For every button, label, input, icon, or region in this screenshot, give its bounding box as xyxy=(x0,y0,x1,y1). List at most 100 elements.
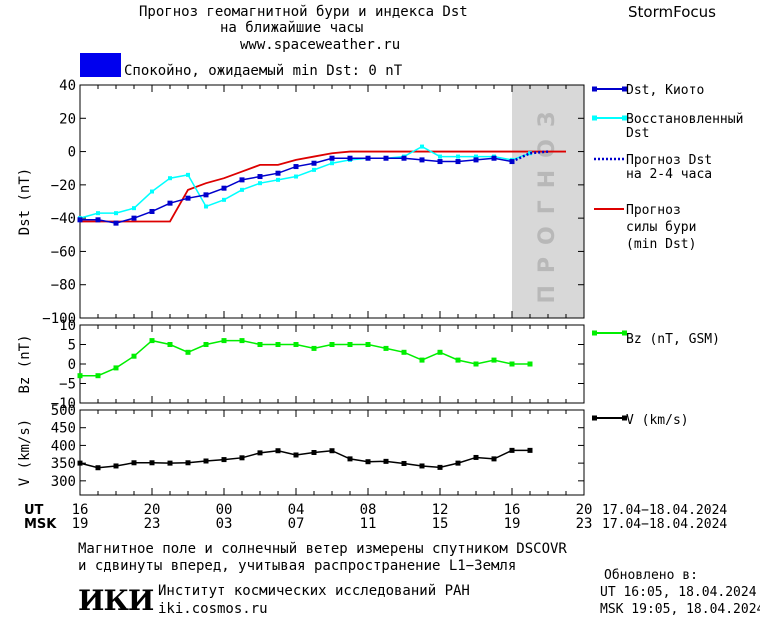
forecast-band-label: ПРОГНОЗ xyxy=(535,99,560,303)
status-indicator xyxy=(80,53,121,77)
bz-point xyxy=(185,349,191,355)
forecast-band xyxy=(512,85,584,318)
dst-kyoto-point xyxy=(473,157,479,163)
dst-kyoto-point xyxy=(149,208,155,214)
footer-note-line2: и сдвинуты вперед, учитывая распростране… xyxy=(78,558,517,574)
iki-logo: ИКИ xyxy=(78,584,154,617)
bz-point xyxy=(509,361,515,367)
dst-tick-label: 40 xyxy=(59,78,76,94)
dst-restored-point xyxy=(132,206,136,211)
dst-tick-label: −20 xyxy=(51,178,76,194)
dst-restored-point xyxy=(528,151,532,156)
dst-restored-point xyxy=(330,161,334,166)
brand-name: StormFocus xyxy=(628,3,716,21)
legend-storm-forecast: (min Dst) xyxy=(626,237,696,252)
dst-kyoto-point xyxy=(257,174,263,180)
institute-name: Институт космических исследований РАН xyxy=(158,583,470,599)
bz-point xyxy=(491,357,497,363)
dst-restored-point xyxy=(312,167,316,172)
chart-title-line1: Прогноз геомагнитной бури и индекса Dst xyxy=(139,4,468,20)
bz-tick-label: −10 xyxy=(51,396,76,412)
v-line xyxy=(79,449,530,469)
msk-tick-label: 03 xyxy=(216,516,233,532)
v-axis-label: V (km/s) xyxy=(17,419,33,486)
v-tick-label: 400 xyxy=(51,438,76,454)
dst-kyoto-point xyxy=(419,157,425,163)
dst-kyoto-point xyxy=(185,195,191,201)
bz-point xyxy=(419,357,425,363)
v-point xyxy=(329,448,335,454)
bz-legend-marker xyxy=(592,330,597,336)
ut-tick-label: 00 xyxy=(216,502,233,518)
dst-kyoto-point xyxy=(347,155,353,161)
bz-point xyxy=(275,342,281,347)
legend-forecast-dst: на 2-4 часа xyxy=(626,167,712,182)
bz-point xyxy=(527,361,533,367)
v-point xyxy=(221,457,227,463)
date-range-msk: 17.04−18.04.2024 xyxy=(602,517,727,532)
dst-restored-point xyxy=(150,189,154,194)
msk-tick-label: 07 xyxy=(288,516,305,532)
v-point xyxy=(491,456,497,462)
dst-kyoto-point xyxy=(455,159,461,165)
dst-axis-label: Dst (nT) xyxy=(17,168,33,235)
dst-panel-frame xyxy=(79,84,585,319)
bz-point xyxy=(455,357,461,363)
dst-kyoto-point xyxy=(383,155,389,161)
date-range-ut: 17.04−18.04.2024 xyxy=(602,503,727,518)
v-tick-label: 300 xyxy=(51,474,76,490)
v-point xyxy=(275,448,281,454)
msk-tick-label: 19 xyxy=(72,516,89,532)
bz-point xyxy=(131,353,137,359)
dst-kyoto-point xyxy=(293,164,299,170)
v-point xyxy=(167,460,173,466)
v-point xyxy=(257,450,263,456)
dst-restored-point xyxy=(276,177,280,182)
dst-restored-point xyxy=(474,154,478,159)
site-url-link[interactable]: www.spaceweather.ru xyxy=(240,37,401,53)
v-point xyxy=(401,460,407,466)
v-point xyxy=(149,460,155,466)
v-point xyxy=(419,463,425,469)
dst-restored-point xyxy=(96,211,100,216)
dst-kyoto-point xyxy=(491,155,497,161)
bz-point xyxy=(293,342,299,347)
bz-tick-label: −5 xyxy=(59,377,76,393)
v-legend-marker xyxy=(592,415,597,421)
msk-tick-label: 11 xyxy=(360,516,377,532)
dst-restored-point xyxy=(258,181,262,186)
dst-kyoto-point xyxy=(113,220,119,226)
legend-storm-forecast: силы бури xyxy=(626,220,696,235)
dst-kyoto-point xyxy=(77,217,83,223)
v-point xyxy=(77,460,83,466)
dst-tick-label: −100 xyxy=(42,311,76,327)
legend-restored: Восстановленный xyxy=(626,112,743,127)
bz-panel-frame xyxy=(79,324,585,404)
ut-tick-label: 20 xyxy=(576,502,593,518)
ut-tick-label: 12 xyxy=(432,502,449,518)
msk-tick-label: 19 xyxy=(504,516,521,532)
v-point xyxy=(383,458,389,464)
dst-kyoto-point xyxy=(203,192,209,198)
legend-dst-kyoto: Dst, Киото xyxy=(626,83,704,98)
storm-forecast-line xyxy=(80,150,566,223)
msk-tick-label: 23 xyxy=(576,516,593,532)
v-point xyxy=(365,459,371,465)
v-tick-label: 500 xyxy=(51,403,76,419)
ut-tick-label: 08 xyxy=(360,502,377,518)
dst-restored-point xyxy=(294,174,298,179)
v-point xyxy=(311,450,317,455)
dst-tick-label: −80 xyxy=(51,278,76,294)
status-text: Спокойно, ожидаемый min Dst: 0 nT xyxy=(124,63,403,79)
v-point xyxy=(239,455,245,461)
updated-ut: UT 16:05, 18.04.2024 xyxy=(600,585,757,600)
v-legend-marker xyxy=(622,415,627,421)
chart-title-line2: на ближайшие часы xyxy=(220,20,364,36)
institute-url-link[interactable]: iki.cosmos.ru xyxy=(158,601,268,617)
bz-point xyxy=(329,342,335,347)
v-point xyxy=(527,447,533,453)
dst-restored-legend-marker xyxy=(592,115,597,121)
bz-point xyxy=(203,342,209,347)
legend-storm-forecast: Прогноз xyxy=(626,203,681,218)
